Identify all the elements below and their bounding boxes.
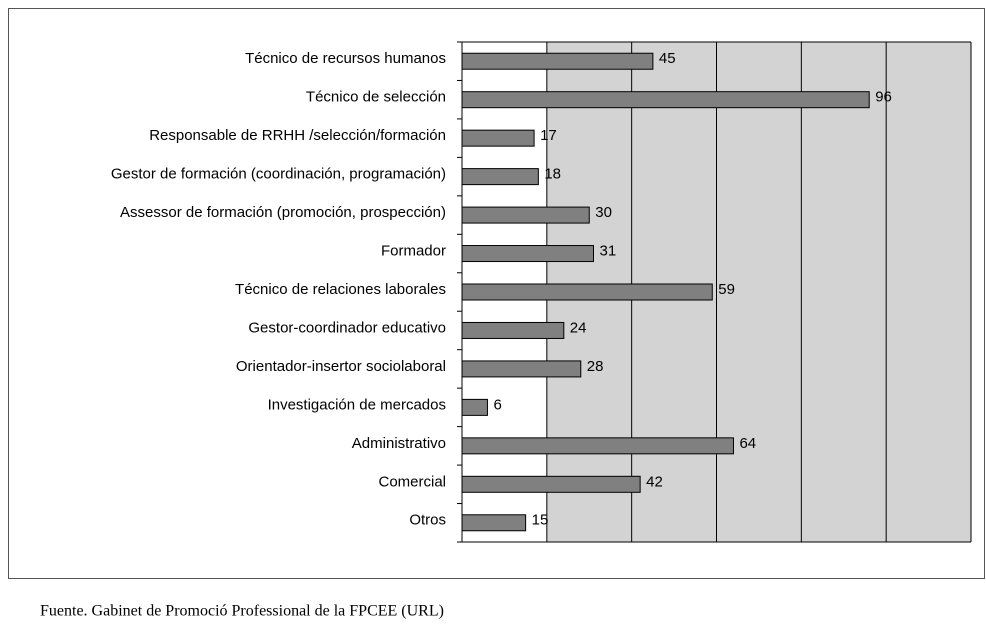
bar [461, 283, 713, 301]
category-label: Técnico de selección [306, 89, 446, 106]
bar [461, 52, 654, 70]
value-label: 59 [718, 281, 735, 298]
category-label: Comercial [378, 473, 446, 490]
value-label: 96 [875, 89, 892, 106]
category-label: Administrativo [352, 435, 446, 452]
value-label: 18 [544, 166, 561, 183]
value-label: 6 [493, 396, 501, 413]
category-label: Gestor-coordinador educativo [248, 319, 446, 336]
bar [461, 245, 594, 263]
bar [461, 321, 565, 339]
value-label: 15 [532, 512, 549, 529]
category-label: Otros [409, 512, 446, 529]
category-label: Formador [381, 243, 446, 260]
value-label: 45 [659, 50, 676, 67]
category-label: Orientador-insertor sociolaboral [236, 358, 446, 375]
bar [461, 168, 539, 186]
bar [461, 437, 734, 455]
category-label: Responsable de RRHH /selección/formación [149, 127, 446, 144]
bar [461, 206, 590, 224]
value-label: 30 [595, 204, 612, 221]
bar [461, 360, 582, 378]
value-label: 64 [739, 435, 756, 452]
category-label: Investigación de mercados [268, 396, 446, 413]
category-label: Assessor de formación (promoción, prospe… [120, 204, 446, 221]
value-label: 17 [540, 127, 557, 144]
bar [461, 91, 870, 109]
value-label: 28 [587, 358, 604, 375]
value-label: 42 [646, 473, 663, 490]
bar [461, 398, 488, 416]
bar [461, 129, 535, 147]
category-label: Gestor de formación (coordinación, progr… [111, 166, 446, 183]
source-note: Fuente. Gabinet de Promoció Professional… [40, 603, 444, 620]
category-label: Técnico de recursos humanos [245, 50, 446, 67]
bar [461, 514, 527, 532]
value-label: 31 [599, 243, 616, 260]
frame [8, 8, 985, 579]
category-label: Técnico de relaciones laborales [235, 281, 446, 298]
value-label: 24 [570, 319, 587, 336]
bar [461, 475, 641, 493]
